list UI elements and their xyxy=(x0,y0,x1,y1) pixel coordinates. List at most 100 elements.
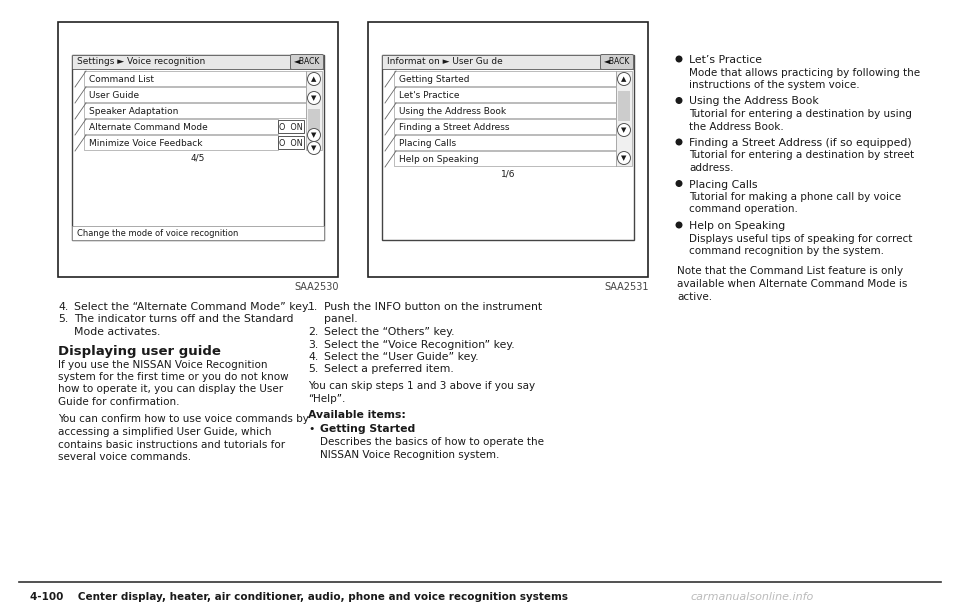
Text: “Help”.: “Help”. xyxy=(308,393,346,403)
Text: address.: address. xyxy=(689,163,733,173)
Text: Available items:: Available items: xyxy=(308,410,406,420)
Bar xyxy=(382,55,634,69)
Text: Finding a Street Address: Finding a Street Address xyxy=(399,122,510,131)
Text: You can skip steps 1 and 3 above if you say: You can skip steps 1 and 3 above if you … xyxy=(308,381,535,391)
Bar xyxy=(58,22,338,277)
Text: Tutorial for entering a destination by using: Tutorial for entering a destination by u… xyxy=(689,109,912,119)
Bar xyxy=(616,71,632,166)
Text: ▼: ▼ xyxy=(621,127,627,133)
FancyBboxPatch shape xyxy=(601,54,634,70)
Text: several voice commands.: several voice commands. xyxy=(58,452,191,462)
Text: SAA2530: SAA2530 xyxy=(295,282,339,292)
Text: Note that the Command List feature is only: Note that the Command List feature is on… xyxy=(677,266,903,277)
Circle shape xyxy=(676,56,683,62)
Text: 3.: 3. xyxy=(308,340,319,349)
Text: Informat on ► User Gu de: Informat on ► User Gu de xyxy=(387,57,503,67)
Bar xyxy=(382,55,634,69)
Bar xyxy=(84,135,278,150)
Text: Select a preferred item.: Select a preferred item. xyxy=(324,365,454,375)
Text: 4.: 4. xyxy=(308,352,319,362)
Bar xyxy=(308,109,320,134)
Text: the Address Book.: the Address Book. xyxy=(689,122,783,131)
Text: Placing Calls: Placing Calls xyxy=(399,139,456,147)
Text: Push the INFO button on the instrument: Push the INFO button on the instrument xyxy=(324,302,542,312)
Text: Let's Practice: Let's Practice xyxy=(399,90,460,100)
Bar xyxy=(84,87,306,102)
Text: panel.: panel. xyxy=(324,315,358,324)
Circle shape xyxy=(307,128,321,142)
Text: O  ON: O ON xyxy=(279,139,302,147)
FancyBboxPatch shape xyxy=(291,54,324,70)
Bar xyxy=(394,151,616,166)
Bar xyxy=(618,91,630,121)
Text: 5.: 5. xyxy=(308,365,319,375)
Text: If you use the NISSAN Voice Recognition: If you use the NISSAN Voice Recognition xyxy=(58,359,268,370)
Bar xyxy=(84,103,306,118)
Text: Describes the basics of how to operate the: Describes the basics of how to operate t… xyxy=(320,437,544,447)
Text: •: • xyxy=(308,425,314,434)
Circle shape xyxy=(307,142,321,155)
Bar xyxy=(306,71,322,150)
Text: Tutorial for entering a destination by street: Tutorial for entering a destination by s… xyxy=(689,150,914,161)
Text: Getting Started: Getting Started xyxy=(399,75,469,84)
Circle shape xyxy=(676,180,683,187)
Text: Alternate Command Mode: Alternate Command Mode xyxy=(89,122,207,131)
Text: instructions of the system voice.: instructions of the system voice. xyxy=(689,80,859,90)
Text: command recognition by the system.: command recognition by the system. xyxy=(689,246,884,256)
Text: 4.: 4. xyxy=(58,302,68,312)
Text: contains basic instructions and tutorials for: contains basic instructions and tutorial… xyxy=(58,439,285,450)
Text: You can confirm how to use voice commands by: You can confirm how to use voice command… xyxy=(58,414,309,425)
Circle shape xyxy=(617,73,631,86)
Text: The indicator turns off and the Standard: The indicator turns off and the Standard xyxy=(74,315,294,324)
Text: ▼: ▼ xyxy=(311,95,317,101)
Text: Guide for confirmation.: Guide for confirmation. xyxy=(58,397,180,407)
Text: Finding a Street Address (if so equipped): Finding a Street Address (if so equipped… xyxy=(689,138,912,148)
Bar xyxy=(278,120,304,133)
Text: Help on Speaking: Help on Speaking xyxy=(399,155,479,164)
Circle shape xyxy=(676,222,683,229)
Text: 4-100    Center display, heater, air conditioner, audio, phone and voice recogni: 4-100 Center display, heater, air condit… xyxy=(30,592,568,602)
Text: system for the first time or you do not know: system for the first time or you do not … xyxy=(58,372,289,382)
Text: Select the “Others” key.: Select the “Others” key. xyxy=(324,327,454,337)
Circle shape xyxy=(617,123,631,136)
Text: carmanualsonline.info: carmanualsonline.info xyxy=(690,592,813,602)
Text: Mode that allows practicing by following the: Mode that allows practicing by following… xyxy=(689,67,920,78)
Text: Select the “Alternate Command Mode” key.: Select the “Alternate Command Mode” key. xyxy=(74,302,310,312)
Text: ▼: ▼ xyxy=(311,145,317,151)
Text: Getting Started: Getting Started xyxy=(320,425,416,434)
Text: ▲: ▲ xyxy=(621,76,627,82)
Text: how to operate it, you can display the User: how to operate it, you can display the U… xyxy=(58,384,283,395)
Text: 1.: 1. xyxy=(308,302,319,312)
Text: Mode activates.: Mode activates. xyxy=(74,327,160,337)
Circle shape xyxy=(676,97,683,104)
Text: ◄BACK: ◄BACK xyxy=(294,57,321,67)
Bar xyxy=(394,71,616,86)
Text: 2.: 2. xyxy=(308,327,319,337)
Text: Settings ► Voice recognition: Settings ► Voice recognition xyxy=(77,57,205,67)
Bar xyxy=(394,135,616,150)
Text: Help on Speaking: Help on Speaking xyxy=(689,221,785,231)
Text: O  ON: O ON xyxy=(279,122,302,131)
Text: Using the Address Book: Using the Address Book xyxy=(399,106,506,115)
Bar xyxy=(394,119,616,134)
Text: Speaker Adaptation: Speaker Adaptation xyxy=(89,106,179,115)
Text: User Guide: User Guide xyxy=(89,90,139,100)
Text: Displaying user guide: Displaying user guide xyxy=(58,345,221,357)
Circle shape xyxy=(307,73,321,86)
Bar xyxy=(278,136,304,149)
Bar xyxy=(84,71,306,86)
Text: ▼: ▼ xyxy=(311,132,317,138)
Bar xyxy=(72,55,324,69)
Text: command operation.: command operation. xyxy=(689,205,798,214)
Text: Change the mode of voice recognition: Change the mode of voice recognition xyxy=(77,229,238,238)
Text: Select the “Voice Recognition” key.: Select the “Voice Recognition” key. xyxy=(324,340,515,349)
Text: 4/5: 4/5 xyxy=(191,153,205,163)
Text: 5.: 5. xyxy=(58,315,68,324)
Bar xyxy=(72,226,324,240)
Text: Tutorial for making a phone call by voice: Tutorial for making a phone call by voic… xyxy=(689,192,901,202)
Text: Select the “User Guide” key.: Select the “User Guide” key. xyxy=(324,352,479,362)
Text: 1/6: 1/6 xyxy=(501,169,516,178)
Text: available when Alternate Command Mode is: available when Alternate Command Mode is xyxy=(677,279,907,289)
Bar xyxy=(84,119,278,134)
Bar xyxy=(72,55,324,69)
